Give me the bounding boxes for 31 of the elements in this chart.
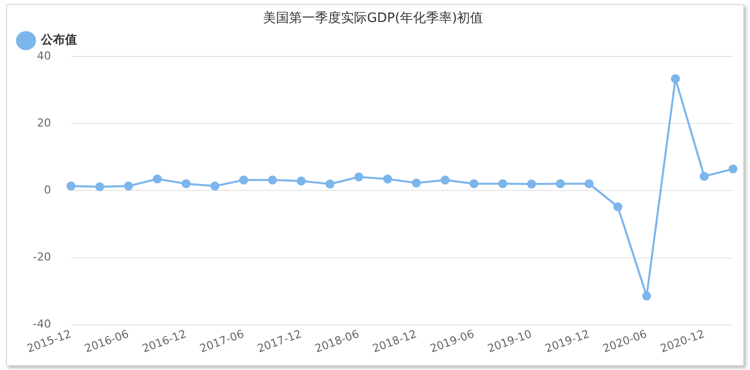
point xyxy=(440,176,450,185)
point xyxy=(412,178,421,188)
y-tick-label: 0 xyxy=(44,184,51,197)
point xyxy=(210,182,220,191)
y-tick-label: 40 xyxy=(36,49,51,62)
point xyxy=(152,174,162,184)
point xyxy=(383,174,392,184)
y-tick-label: -20 xyxy=(33,250,51,264)
legend-label: 公布值 xyxy=(40,32,77,47)
y-tick-label: 20 xyxy=(36,116,51,130)
point xyxy=(268,176,277,185)
point xyxy=(556,179,565,188)
point xyxy=(584,179,594,188)
point xyxy=(124,182,134,191)
point xyxy=(728,164,738,174)
point xyxy=(296,176,306,186)
y-tick-label: -40 xyxy=(33,318,51,331)
point xyxy=(670,74,680,84)
point xyxy=(239,176,248,185)
point xyxy=(642,292,652,301)
point xyxy=(469,179,478,188)
point xyxy=(498,179,508,188)
point xyxy=(354,172,364,182)
point xyxy=(527,180,536,189)
point xyxy=(613,202,622,212)
point xyxy=(326,180,335,189)
point xyxy=(182,179,191,188)
point xyxy=(700,172,709,181)
point xyxy=(95,182,104,192)
chart-title: 美国第一季度实际GDP(年化季率)初值 xyxy=(262,10,484,26)
point xyxy=(66,182,76,191)
